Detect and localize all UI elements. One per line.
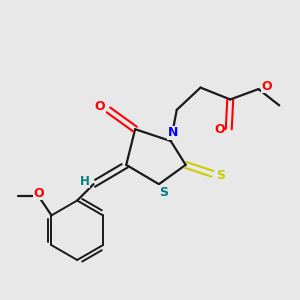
Text: H: H xyxy=(80,175,89,188)
Text: O: O xyxy=(34,187,44,200)
Text: S: S xyxy=(159,186,168,199)
Text: O: O xyxy=(95,100,105,113)
Text: O: O xyxy=(262,80,272,93)
Text: O: O xyxy=(214,123,225,136)
Text: S: S xyxy=(216,169,225,182)
Text: N: N xyxy=(168,126,178,139)
